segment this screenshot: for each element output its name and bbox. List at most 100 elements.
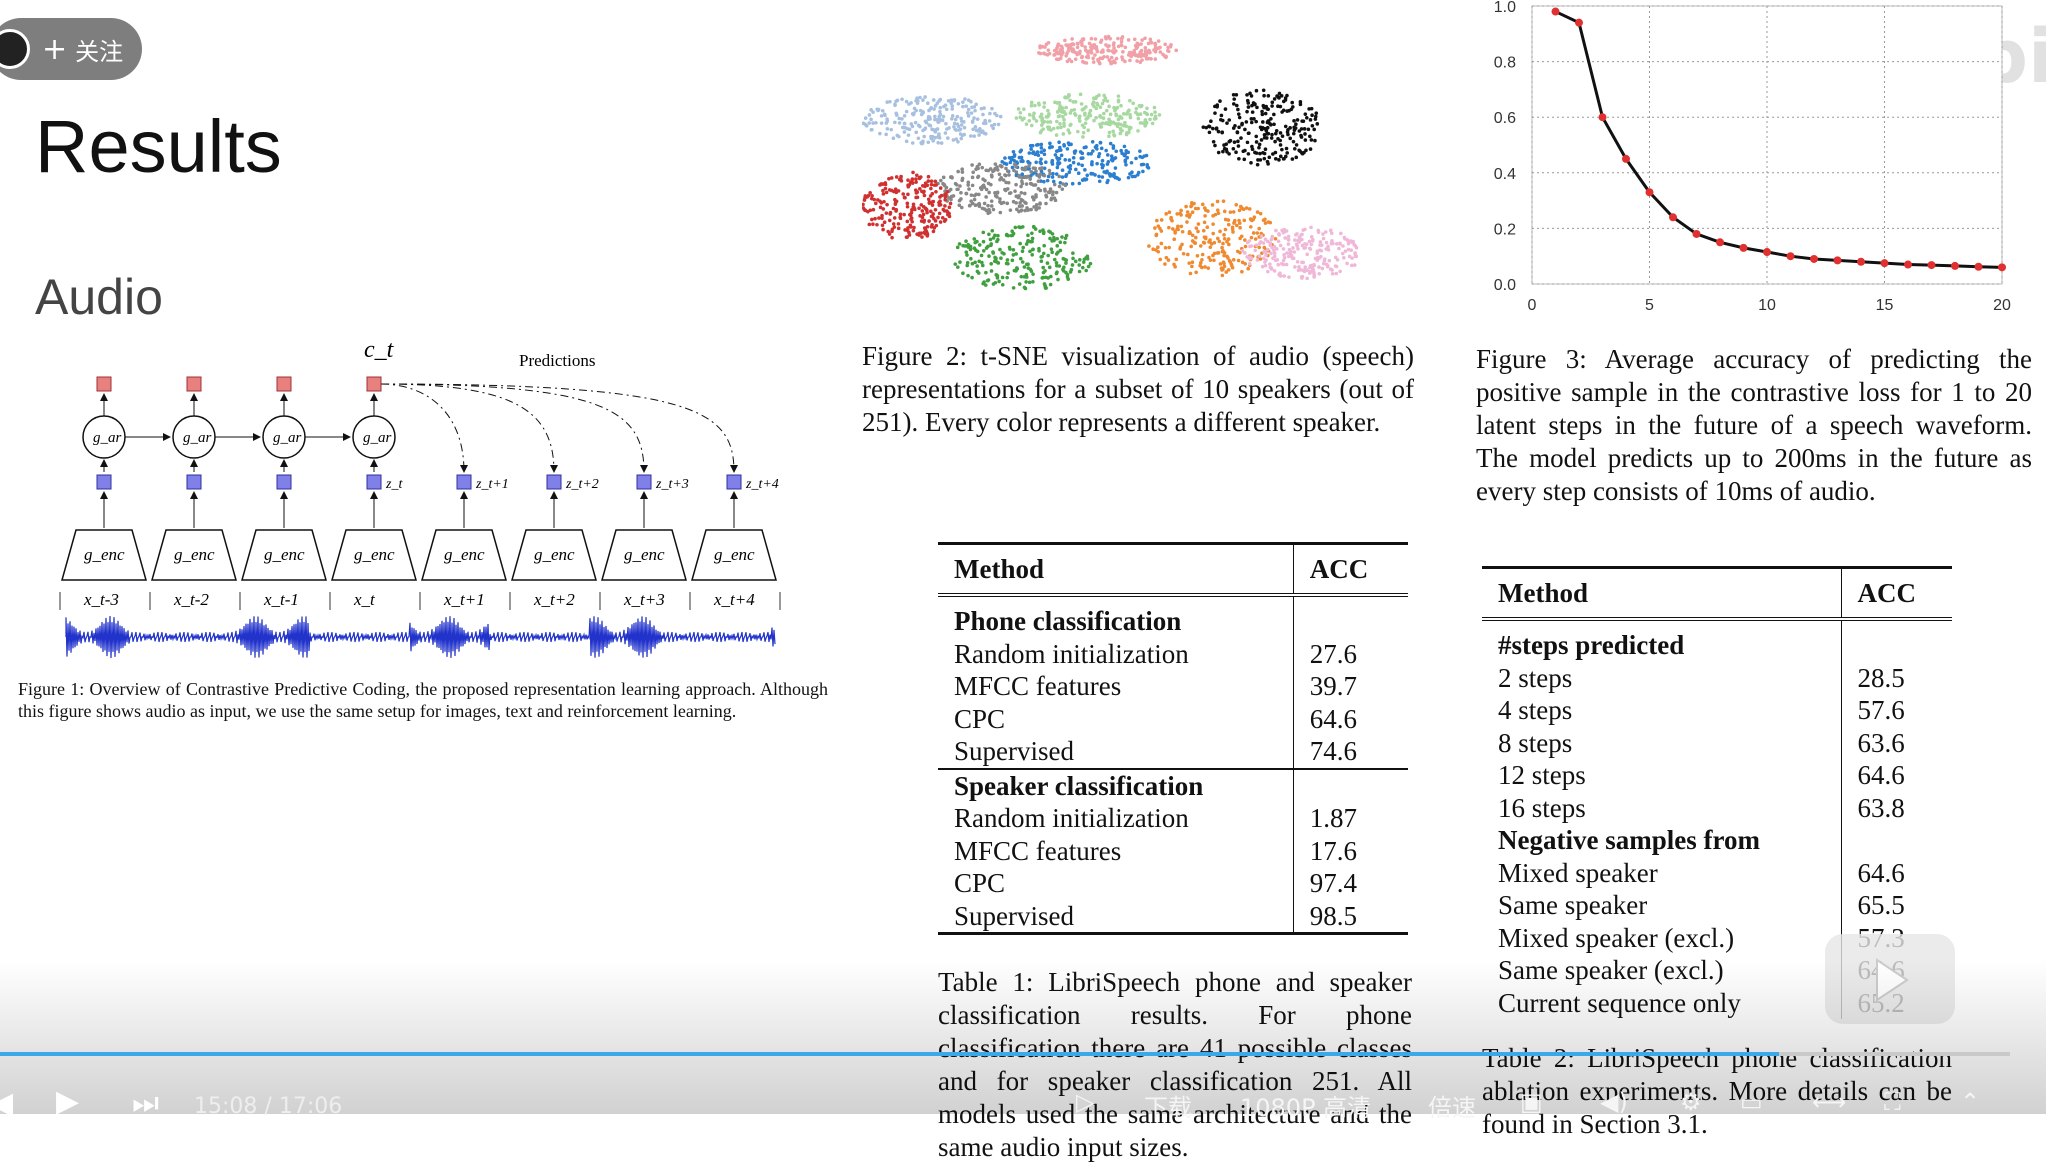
tsne-point [1287,275,1291,279]
tsne-point [1083,168,1087,172]
tsne-point [1098,40,1103,44]
tsne-point [862,198,867,202]
pip-icon[interactable]: ▭ [1740,1088,1763,1116]
floating-play-widget[interactable] [1825,934,1955,1024]
ar-label: g_ar [93,430,122,446]
encoder-trapezoid [241,529,327,581]
tsne-point [1080,43,1084,47]
prev-icon[interactable]: ◀ [0,1086,14,1121]
tsne-point [1271,152,1275,156]
tsne-point [958,127,963,131]
tsne-point [1050,250,1054,255]
play-button[interactable]: ▶ [56,1084,80,1119]
tsne-point [999,256,1003,260]
tsne-point [935,127,940,131]
tsne-point [1051,179,1056,184]
widescreen-icon[interactable]: ⟷ [1812,1088,1847,1116]
download-button[interactable]: 下载 [1144,1094,1192,1122]
settings-icon[interactable]: ⚙ [1680,1088,1702,1116]
volume-icon[interactable]: ◀) [1600,1088,1628,1116]
tsne-point [1055,244,1060,248]
expand-icon[interactable]: ⌃ [1960,1088,1981,1116]
tsne-point [1062,121,1066,126]
tsne-point [1190,233,1195,238]
tsne-point [1102,111,1106,116]
data-point [1833,256,1842,265]
tsne-point [1269,237,1274,242]
tsne-point [921,139,925,144]
tsne-point [1309,138,1314,142]
tsne-point [1044,42,1049,47]
tsne-point [1247,239,1252,243]
table-row: MFCC features 17.6 [938,834,1408,867]
tsne-point [1260,112,1265,117]
tsne-point [1218,262,1223,266]
fullscreen-icon[interactable]: ⛶ [1884,1088,1901,1116]
tsne-point [920,235,924,239]
tsne-point [914,108,919,113]
tsne-point [968,134,973,138]
quality-button[interactable]: 1080P 高清 [1240,1094,1372,1122]
group-label: Negative samples from [1498,825,1760,855]
tsne-point [1290,254,1294,259]
tsne-point [937,99,941,103]
tsne-point [1142,154,1147,158]
tsne-point [1195,253,1200,258]
tsne-point [967,203,972,208]
tsne-point [1018,149,1023,154]
tsne-point [1081,260,1086,264]
tsne-point [1277,233,1282,237]
enc-label: g_enc [624,545,665,564]
download-icon[interactable]: ▷ [1076,1088,1095,1116]
tsne-point [1268,243,1273,248]
tsne-point [941,114,946,119]
subtitle-icon[interactable]: ▣ [1520,1088,1543,1116]
tsne-point [1071,256,1075,261]
method-cell: 2 steps [1498,662,1573,693]
tsne-point [1258,211,1263,216]
ar-label: g_ar [363,430,392,446]
tsne-point [1004,232,1009,237]
tsne-point [1026,239,1030,244]
tsne-point [880,182,885,186]
tsne-point [993,233,997,238]
tsne-point [868,190,872,195]
uploader-avatar[interactable] [0,29,30,69]
tsne-point [1008,160,1013,165]
tsne-point [969,199,973,203]
progress-bar[interactable] [0,1052,2010,1056]
tsne-point [1074,167,1078,172]
tsne-point [1020,175,1024,180]
tsne-point [1009,233,1014,238]
play-icon [1876,958,1909,1002]
tsne-point [1208,240,1212,244]
tsne-point [1042,173,1047,178]
tsne-point [1304,116,1309,120]
data-point [1692,229,1701,238]
tsne-point [1166,258,1171,262]
next-icon[interactable]: ⏭ [132,1086,159,1121]
tsne-point [1257,226,1261,231]
tsne-point [1320,243,1324,247]
tsne-point [867,113,872,117]
tsne-point [1058,56,1063,61]
tsne-point [1144,111,1149,116]
enc-label: g_enc [354,545,395,564]
tsne-point [1238,204,1243,209]
tsne-point [916,123,921,128]
tsne-point [1063,158,1068,162]
tsne-point [1257,142,1262,147]
tsne-point [1203,214,1207,218]
tsne-point [1017,282,1022,286]
tsne-point [1211,139,1216,144]
tsne-point [1262,156,1267,161]
column-header: ACC [1292,543,1408,595]
follow-pill[interactable]: + 关注 [0,18,142,80]
tsne-point [871,121,875,125]
speed-button[interactable]: 倍速 [1428,1094,1476,1122]
tsne-point [977,192,981,197]
tsne-point [995,168,1000,172]
tsne-point [981,177,985,181]
tsne-point [965,260,970,265]
tsne-point [1303,265,1308,269]
